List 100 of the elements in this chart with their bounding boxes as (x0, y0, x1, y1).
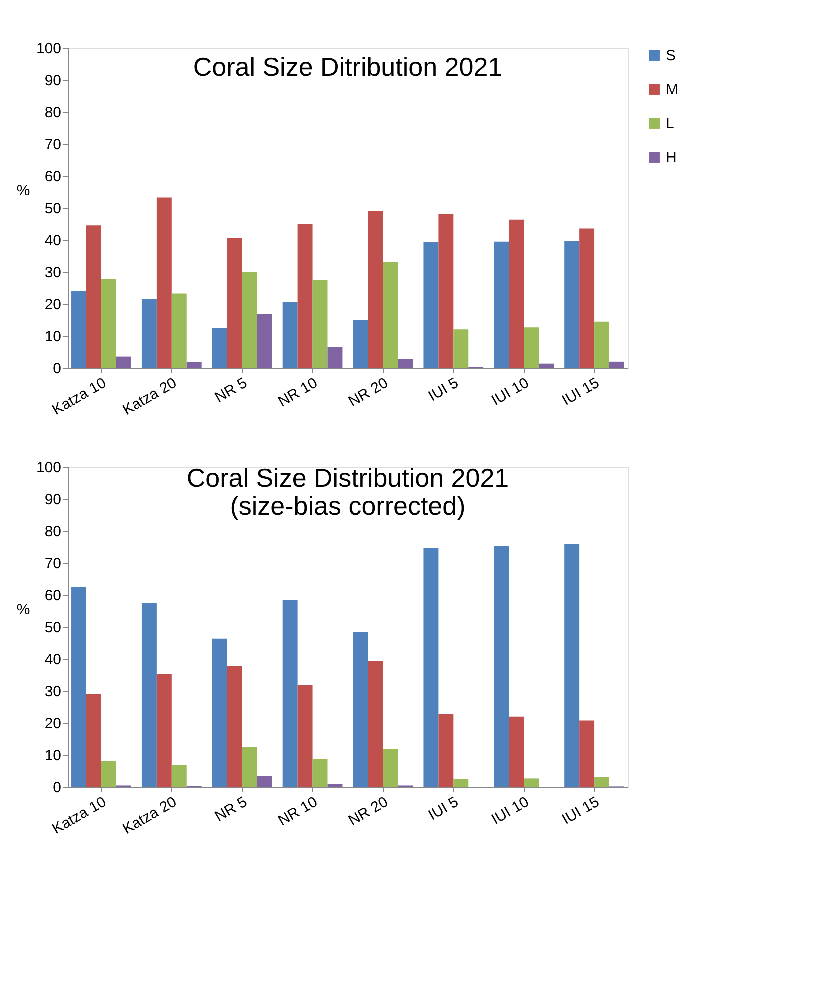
x-tick-label: IUI 5 (426, 794, 462, 824)
bar (156, 198, 172, 368)
y-tick-label: 70 (44, 556, 62, 572)
bar (212, 638, 228, 787)
bar (509, 716, 524, 787)
bar (101, 279, 116, 368)
bar (454, 779, 469, 787)
y-tick-label: 10 (44, 748, 62, 764)
y-tick-label: 40 (44, 232, 62, 250)
x-tick-label: Katza 10 (50, 374, 110, 419)
bar (212, 328, 228, 368)
bar (594, 777, 610, 787)
bar (328, 784, 343, 787)
x-tick-label: Katza 20 (120, 794, 180, 838)
y-tick-label: 80 (44, 104, 62, 122)
y-tick-label: 60 (44, 588, 62, 604)
bar (72, 587, 86, 787)
bar (368, 661, 384, 787)
bar (454, 330, 469, 368)
text: (size-bias corrected) (230, 491, 466, 521)
bar (186, 362, 202, 368)
bar (312, 280, 328, 368)
bar (564, 240, 580, 368)
x-tick-label: NR 20 (346, 374, 392, 411)
bar (282, 600, 298, 787)
bar (539, 364, 554, 368)
bar (172, 294, 187, 368)
bar (509, 220, 524, 368)
bar (257, 776, 272, 787)
bar (424, 548, 439, 787)
y-tick-label: 50 (44, 620, 62, 636)
bar (142, 603, 157, 787)
bar (424, 242, 439, 368)
bar (353, 632, 368, 787)
bar (610, 362, 624, 368)
y-tick-label: 60 (44, 168, 62, 186)
bar (257, 314, 272, 368)
bar (524, 328, 540, 368)
y-tick-label: 90 (44, 72, 62, 90)
bar (494, 546, 510, 787)
x-tick-label: IUI 5 (426, 374, 462, 406)
bar (72, 291, 86, 368)
x-tick-label: NR 5 (212, 374, 250, 406)
text: Coral Size Distribution 2021 (186, 463, 510, 493)
bar (368, 211, 384, 368)
y-tick-label: 0 (53, 780, 62, 796)
bar (580, 720, 595, 787)
bar (383, 262, 398, 368)
y-tick-label: 90 (44, 492, 62, 508)
bar (438, 714, 454, 787)
bar (142, 299, 157, 368)
bar (227, 238, 242, 368)
bar (298, 224, 313, 368)
y-tick-label: 20 (44, 716, 62, 732)
bar (353, 320, 368, 368)
x-tick-label: NR 5 (212, 794, 250, 826)
y-tick-label: 10 (44, 328, 62, 346)
x-tick-label: IUI 10 (488, 794, 532, 828)
bar (101, 761, 116, 787)
y-tick-label: 30 (44, 264, 62, 282)
y-tick-label: 30 (44, 684, 62, 700)
x-tick-label: NR 20 (346, 794, 392, 830)
x-tick-label: IUI 10 (488, 374, 532, 410)
bar (298, 685, 313, 787)
y-tick-label: 0 (53, 360, 62, 378)
x-tick-label: IUI 15 (559, 374, 603, 410)
bar (86, 226, 102, 368)
legend-label: M (666, 82, 678, 98)
legend-label: S (666, 48, 676, 64)
bar (116, 356, 132, 368)
bar (524, 778, 540, 787)
bar (86, 694, 102, 787)
bar (312, 759, 328, 787)
y-tick-label: 50 (44, 200, 62, 218)
bar (242, 272, 258, 368)
y-axis-title: % (16, 602, 30, 618)
x-tick-label: IUI 15 (559, 794, 603, 828)
bar (438, 214, 454, 368)
bar (564, 544, 580, 787)
bar (172, 765, 187, 787)
y-tick-label: 20 (44, 296, 62, 314)
bar (398, 359, 414, 368)
y-tick-label: 100 (36, 460, 62, 476)
bar (282, 302, 298, 368)
y-tick-label: 100 (36, 40, 62, 58)
bar (328, 348, 343, 368)
x-tick-label: Katza 10 (50, 794, 110, 838)
x-tick-label: NR 10 (275, 794, 321, 830)
legend-label: L (666, 116, 674, 132)
legend-label: H (666, 150, 677, 166)
x-tick-label: NR 10 (275, 374, 321, 411)
y-tick-label: 80 (44, 524, 62, 540)
y-tick-label: 40 (44, 652, 62, 668)
y-axis-title: % (16, 182, 30, 200)
bar (227, 666, 242, 787)
chart-title: Coral Size Ditribution 2021 (193, 52, 503, 82)
bar (580, 228, 595, 368)
bar (383, 749, 398, 787)
bar (494, 242, 510, 368)
bar (156, 674, 172, 787)
